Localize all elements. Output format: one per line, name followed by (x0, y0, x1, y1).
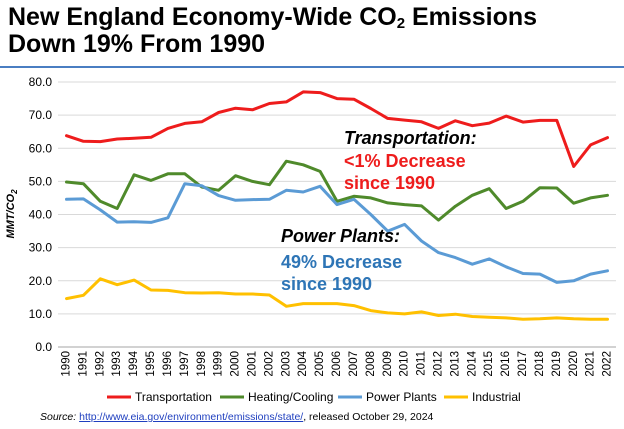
y-tick-label: 0.0 (35, 340, 52, 354)
x-tick-label: 2016 (500, 351, 512, 377)
y-tick-label: 60.0 (29, 141, 53, 155)
title-divider (0, 66, 624, 68)
x-tick-label: 2004 (297, 350, 309, 376)
annotation-text: Transportation: (344, 128, 477, 148)
x-tick-label: 2019 (551, 351, 563, 377)
x-tick-label: 2018 (534, 351, 546, 377)
y-tick-label: 10.0 (29, 307, 53, 321)
chart-title: New England Economy-Wide CO2 Emissions D… (8, 4, 537, 58)
x-tick-label: 2020 (568, 351, 580, 377)
x-tick-label: 2015 (483, 351, 495, 377)
x-tick-label: 2014 (466, 350, 478, 376)
legend-label: Heating/Cooling (248, 390, 333, 404)
annotation-text: since 1990 (281, 274, 372, 294)
source-note: Source: http://www.eia.gov/environment/e… (40, 411, 433, 423)
x-tick-label: 1998 (196, 351, 208, 377)
y-tick-label: 20.0 (29, 274, 53, 288)
x-tick-label: 1999 (213, 351, 225, 377)
series-line-heating-cooling (65, 159, 609, 222)
x-tick-label: 2012 (432, 351, 444, 377)
source-link[interactable]: http://www.eia.gov/environment/emissions… (79, 411, 304, 423)
x-tick-label: 2002 (263, 351, 275, 377)
title-line-1: New England Economy-Wide CO2 Emissions (8, 3, 538, 32)
x-tick-label: 2005 (314, 351, 326, 377)
y-axis-label: MMT/CO2 (5, 189, 19, 239)
x-tick-label: 2000 (230, 351, 242, 377)
y-tick-label: 70.0 (29, 108, 53, 122)
x-tick-label: 2022 (602, 351, 614, 377)
x-tick-label: 2008 (365, 351, 377, 377)
annotation-text: 49% Decrease (281, 252, 402, 272)
series-line-industrial (65, 277, 609, 321)
x-tick-label: 1992 (94, 351, 106, 377)
x-tick-label: 2011 (416, 351, 428, 376)
source-release-date: , released October 29, 2024 (303, 411, 434, 423)
y-tick-label: 50.0 (29, 174, 53, 188)
x-tick-label: 1995 (145, 351, 157, 377)
x-tick-label: 2010 (399, 351, 411, 377)
x-tick-label: 1990 (60, 351, 72, 377)
x-tick-label: 1994 (128, 350, 140, 376)
x-tick-label: 1996 (162, 351, 174, 377)
x-tick-label: 2006 (331, 351, 343, 377)
x-tick-label: 1991 (77, 351, 89, 377)
x-tick-label: 2003 (280, 351, 292, 377)
series-line-power-plants (65, 182, 609, 284)
legend-label: Power Plants (366, 390, 437, 404)
x-tick-label: 2017 (517, 351, 529, 377)
annotation-text: <1% Decrease (344, 151, 466, 171)
x-tick-label: 2007 (348, 351, 360, 377)
series-line-transportation (65, 90, 609, 168)
x-tick-label: 2001 (246, 351, 258, 377)
legend-label: Transportation (135, 390, 212, 404)
x-tick-label: 1997 (179, 351, 191, 377)
y-tick-label: 30.0 (29, 241, 53, 255)
legend-label: Industrial (472, 390, 521, 404)
source-label: Source: (40, 411, 77, 423)
annotation-text: Power Plants: (281, 226, 400, 246)
y-tick-label: 40.0 (29, 208, 53, 222)
y-tick-label: 80.0 (29, 75, 53, 89)
x-tick-label: 2009 (382, 351, 394, 377)
x-tick-label: 2013 (449, 351, 461, 377)
x-tick-label: 2021 (585, 351, 597, 377)
annotation-text: since 1990 (344, 173, 435, 193)
title-line-2: Down 19% From 1990 (8, 30, 266, 58)
x-tick-label: 1993 (111, 351, 123, 377)
